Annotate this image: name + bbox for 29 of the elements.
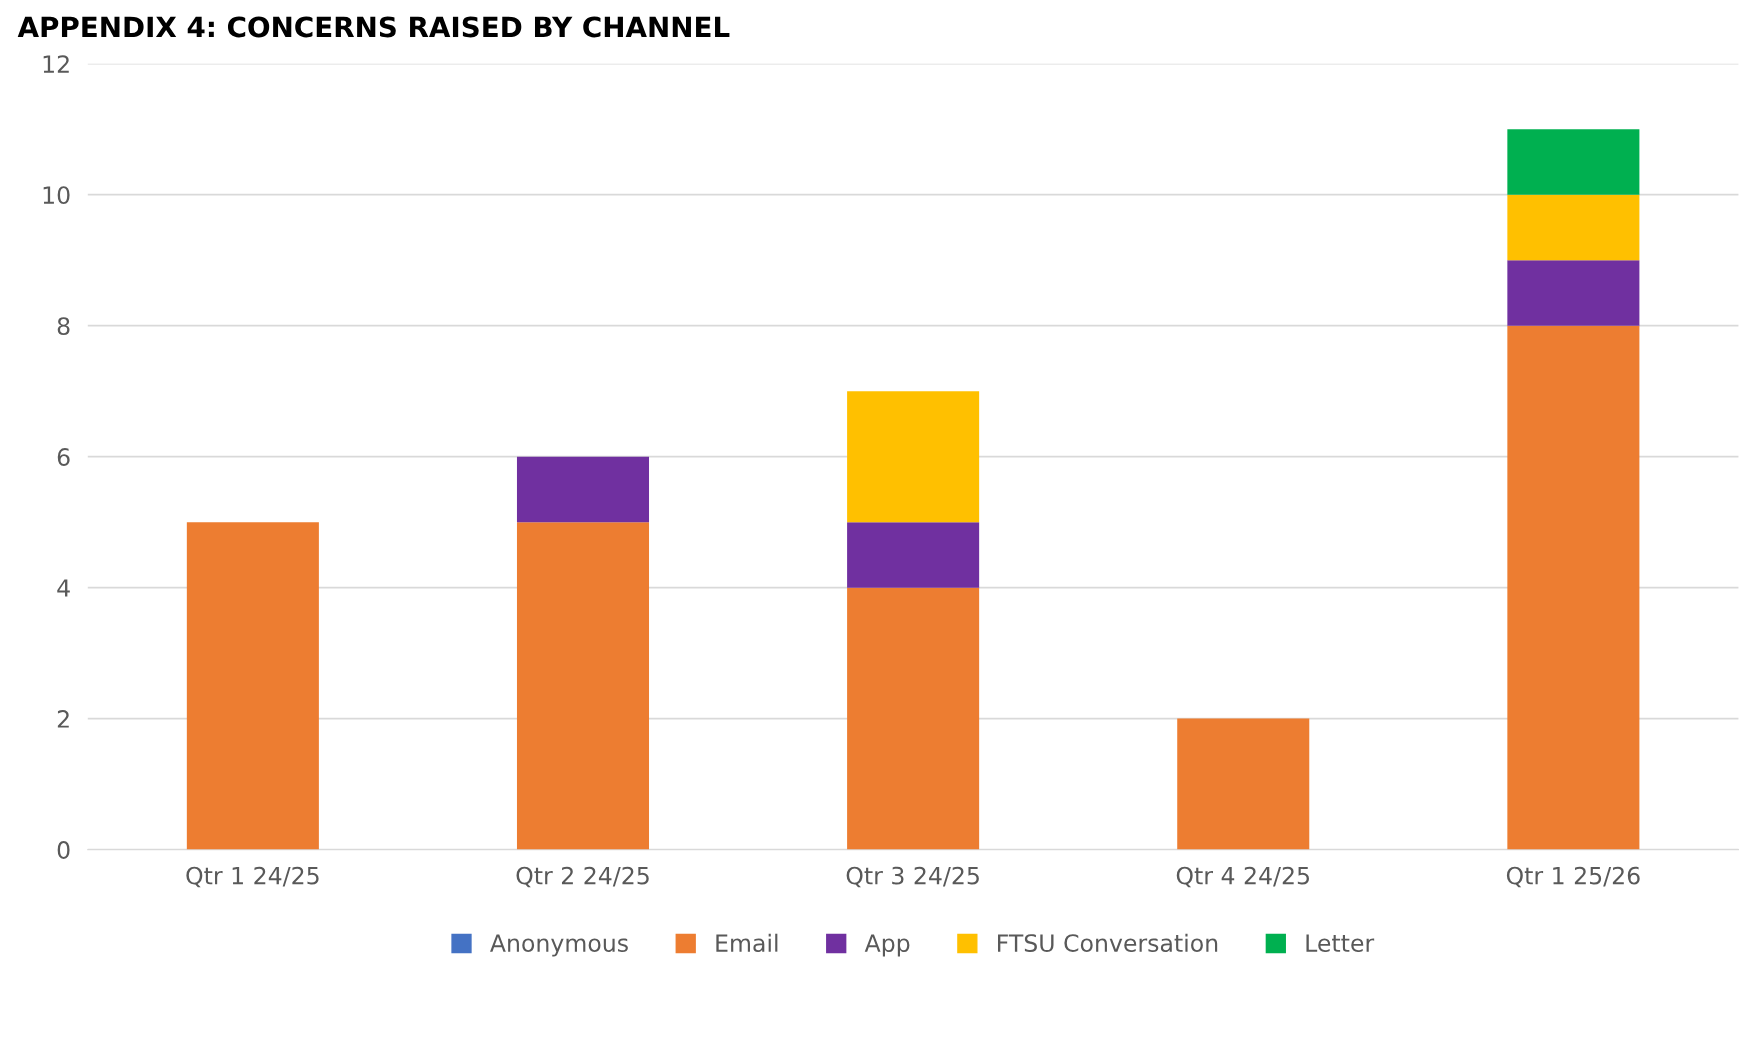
y-tick-label: 0 — [57, 841, 70, 859]
bar — [1177, 718, 1310, 850]
bar — [186, 522, 319, 850]
y-tick-label: 12 — [43, 55, 69, 73]
legend-label: Letter — [1306, 934, 1375, 952]
x-tick-label: Qtr 2 24/25 — [516, 866, 649, 888]
bar — [516, 456, 650, 523]
y-tick-label: 2 — [57, 710, 69, 728]
x-tick-label: Qtr 3 24/25 — [846, 866, 979, 888]
y-tick-label: 4 — [57, 579, 70, 597]
legend-label: Email — [716, 933, 778, 952]
legend-label: Anonymous — [490, 934, 628, 957]
bar — [847, 522, 980, 588]
x-tick-label: Qtr 4 24/25 — [1176, 866, 1309, 888]
y-tick-label: 8 — [57, 317, 70, 335]
y-tick-label: 6 — [57, 448, 70, 466]
legend-label: FTSU Conversation — [998, 933, 1218, 952]
chart-title: APPENDIX 4: CONCERNS RAISED BY CHANNEL — [17, 16, 730, 38]
bar — [847, 587, 980, 850]
bar — [1507, 194, 1640, 261]
x-tick-label: Qtr 1 24/25 — [186, 866, 319, 888]
y-tick-label: 10 — [43, 186, 70, 205]
bar — [1507, 325, 1640, 850]
x-tick-label: Qtr 1 25/26 — [1506, 866, 1640, 888]
bar — [847, 391, 980, 523]
bar — [516, 522, 650, 850]
bar — [1507, 260, 1640, 326]
legend-label: App — [864, 934, 910, 957]
bar — [1507, 129, 1640, 195]
